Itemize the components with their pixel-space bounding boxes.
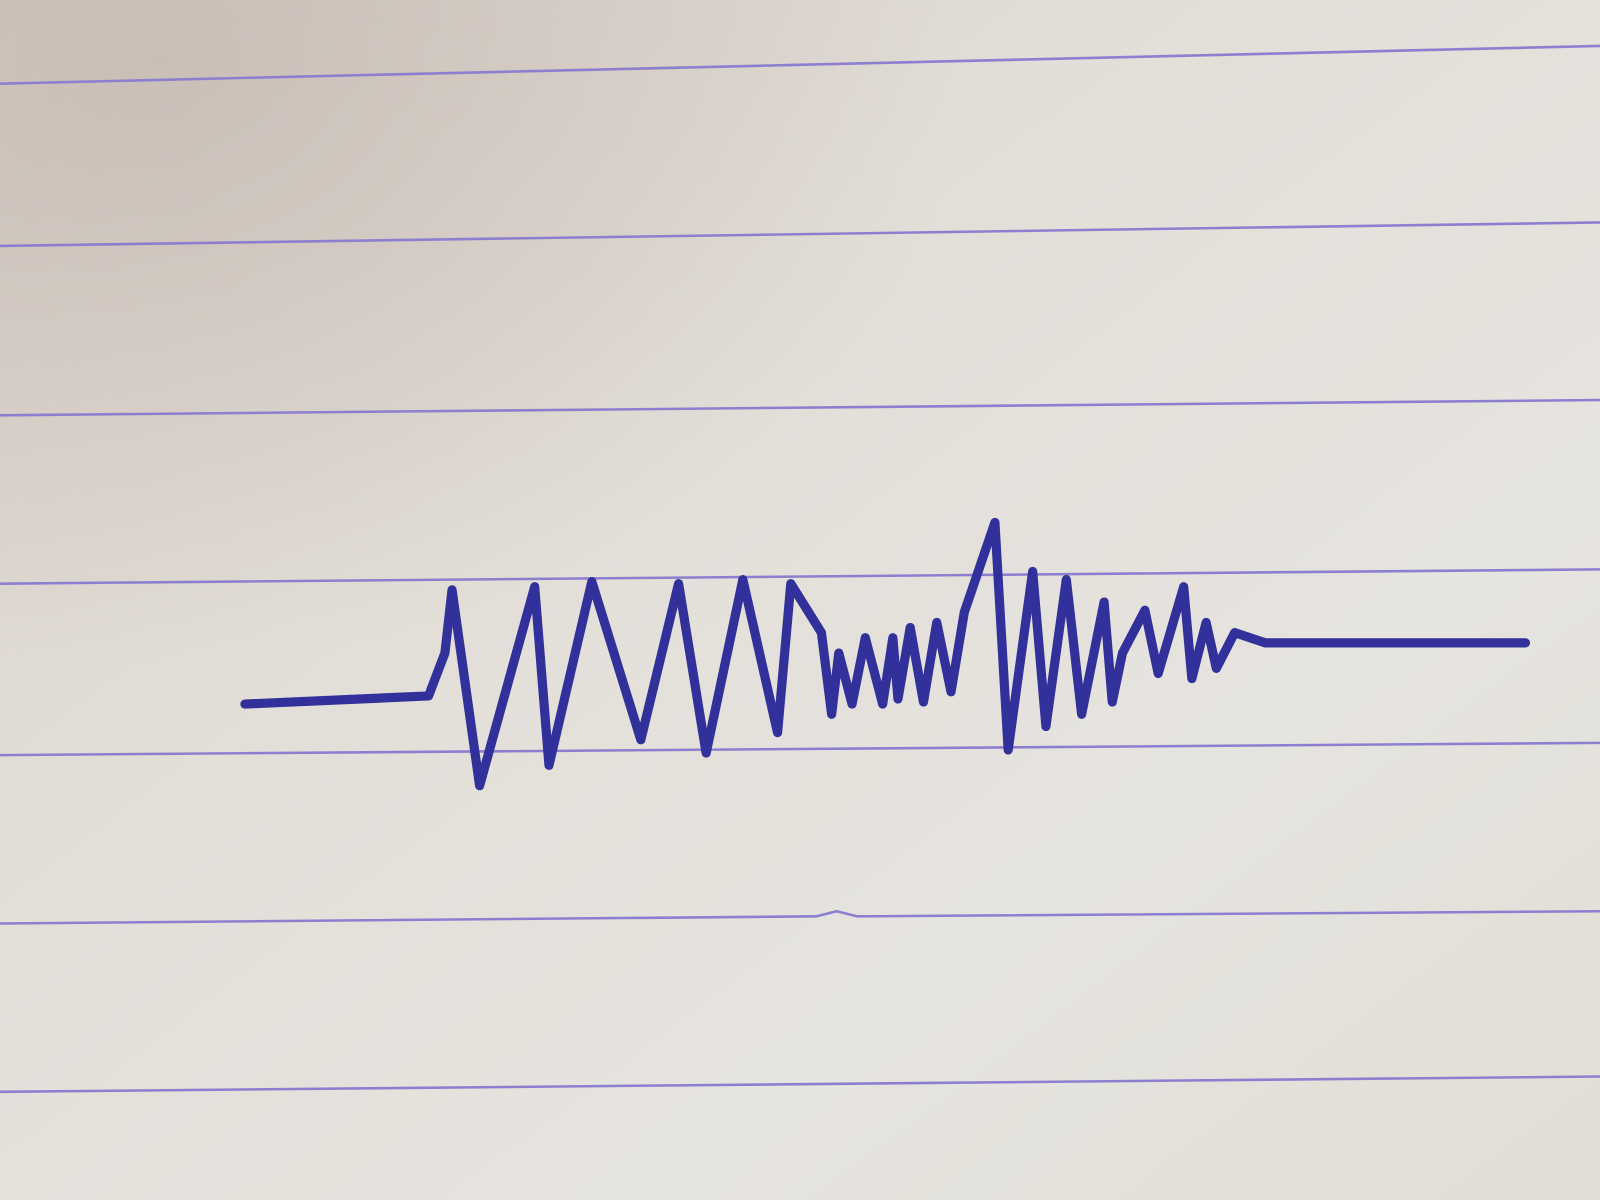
ruled-line xyxy=(0,1075,1600,1094)
ruled-line xyxy=(0,568,1600,585)
ruled-line xyxy=(0,741,1600,757)
ruled-line xyxy=(0,221,1600,248)
ruled-line xyxy=(0,44,1600,85)
ruled-line xyxy=(0,398,1600,417)
ruled-line xyxy=(0,909,1600,925)
scribble xyxy=(240,517,1531,791)
ruled-lines xyxy=(0,44,1600,1094)
